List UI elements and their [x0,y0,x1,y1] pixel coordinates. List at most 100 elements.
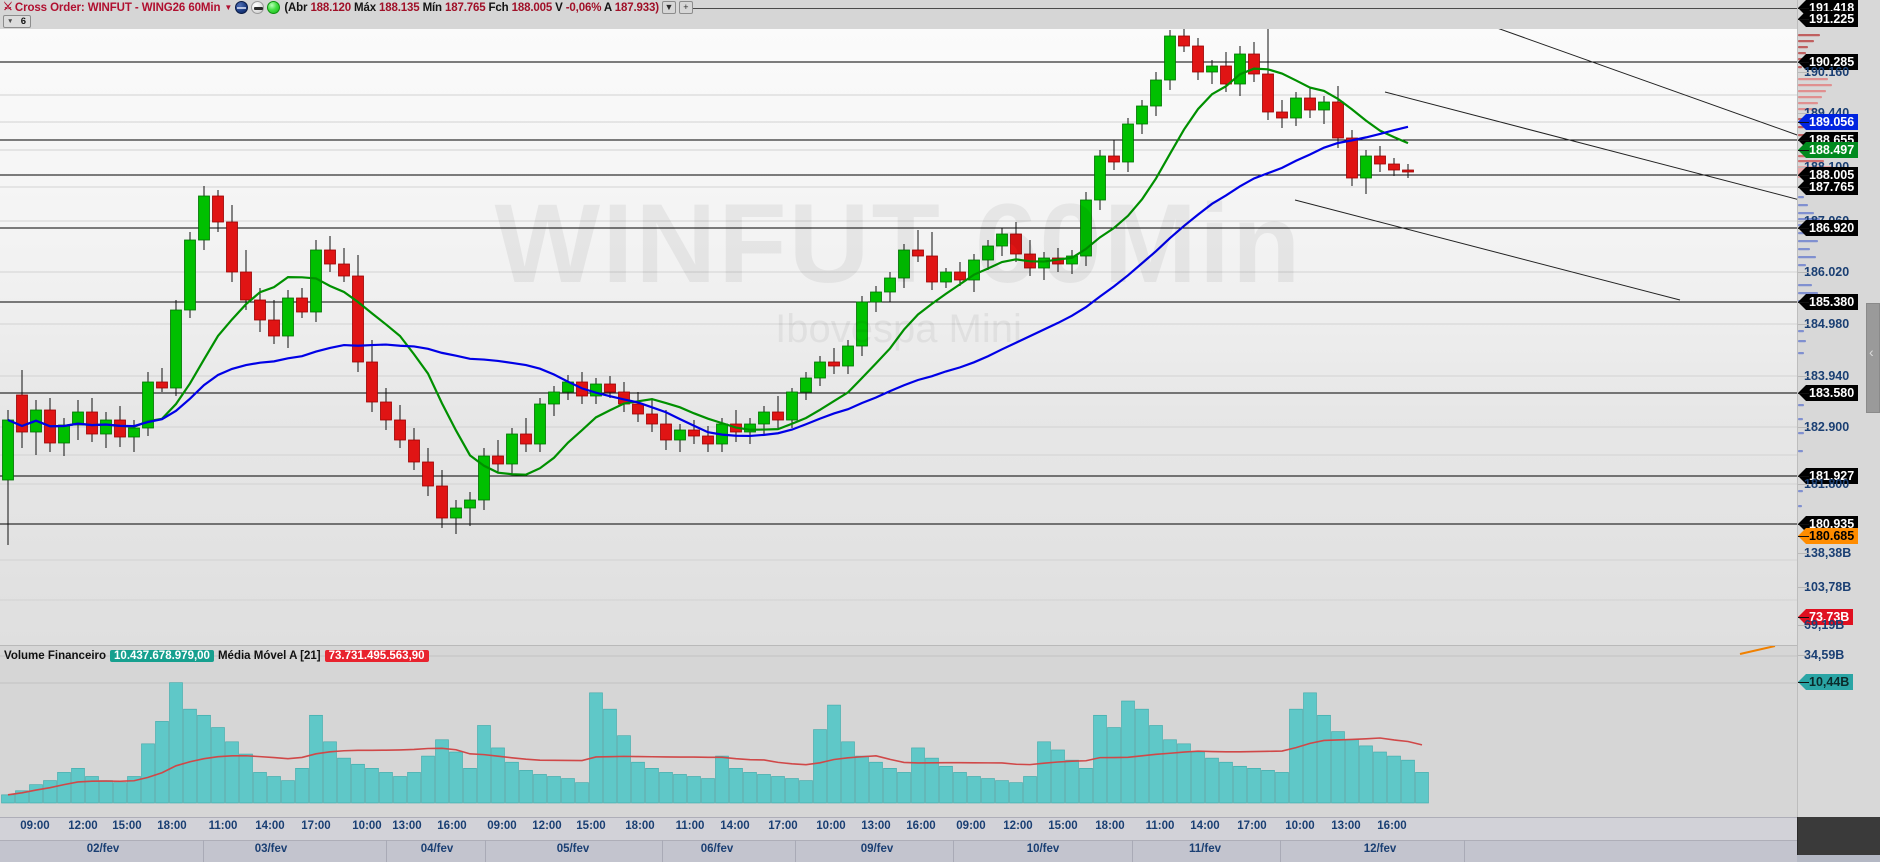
date-separator [485,840,486,862]
quote-low-label: Mín [422,1,443,14]
quote-close-label: Fch [488,1,509,14]
price-axis-label: 181.800 [1804,477,1850,491]
price-chart-plot[interactable]: WINFUT 60Min Ibovespa Mini [0,29,1797,645]
cross-order-icon: ⚔ [3,1,13,13]
date-separator [1464,840,1465,862]
price-axis-label: 103,78B [1804,580,1852,594]
axis-tick [1798,272,1809,273]
time-tick-label: 09:00 [956,820,986,832]
chart-dropdown-button[interactable]: ▼ [661,1,676,14]
date-separator [386,840,387,862]
price-axis-tag-black: 185.380 [1798,294,1859,310]
time-axis-hours [0,817,1797,840]
axis-tick [1798,625,1809,626]
time-tick-label: 17:00 [768,820,798,832]
time-tick-label: 11:00 [675,820,705,832]
time-tick-label: 16:00 [437,820,467,832]
time-tick-label: 17:00 [1237,820,1267,832]
price-axis-tag-black: 183.580 [1798,385,1859,401]
window-title: Cross Order: WINFUT - WING26 60Min [14,1,221,14]
axis-tick [1798,393,1809,394]
time-tick-label: 13:00 [861,820,891,832]
volume-chart-plot[interactable]: Volume Financeiro 10.437.678.979,00 Médi… [0,645,1797,817]
date-separator [203,840,204,862]
time-axis-dates [0,840,1797,862]
minus-circle-icon[interactable] [251,1,265,14]
quote-last-label: A [603,1,612,14]
date-tick-label: 12/fev [1363,843,1397,855]
time-tick-label: 17:00 [301,820,331,832]
axis-tick [1798,302,1809,303]
axis-tick [1798,62,1809,63]
axis-tick [1798,140,1809,141]
date-tick-label: 10/fev [1026,843,1060,855]
price-axis-label: 182.900 [1804,420,1850,434]
date-tick-label: 11/fev [1189,843,1221,855]
time-tick-label: 12:00 [532,820,562,832]
time-tick-label: 13:00 [1331,820,1361,832]
axis-tick [1798,228,1809,229]
quote-high-label: Máx [354,1,376,14]
axis-tick [1798,72,1809,73]
time-tick-label: 10:00 [1285,820,1315,832]
price-axis-tag-black: 186.920 [1798,220,1859,236]
volume-ma-value: 73.731.495.563,90 [324,649,429,662]
time-tick-label: 12:00 [68,820,98,832]
date-tick-label: 06/fev [700,843,734,855]
time-tick-label: 12:00 [1003,820,1033,832]
axis-tick [1798,8,1809,9]
status-green-icon[interactable] [267,1,281,14]
axis-tick [1798,167,1809,168]
price-axis[interactable]: 191.418 191.225 190.285 190.160 189.440 189.0… [1797,0,1880,817]
time-tick-label: 15:00 [1048,820,1078,832]
title-dropdown-caret[interactable]: ▼ [224,3,233,12]
price-axis-tag-orange: 180.685 [1798,528,1859,544]
price-axis-tag-black: 191.225 [1798,11,1859,27]
axis-tick [1798,175,1809,176]
axis-tick [1798,221,1809,222]
volume-legend: Volume Financeiro 10.437.678.979,00 Médi… [4,648,429,663]
quote-open-value: 188.120 [310,1,351,14]
axis-corner-bottom [1797,855,1880,862]
price-axis-label: 69,19B [1804,618,1845,632]
axis-tick [1798,122,1809,123]
volume-canvas [0,646,1797,804]
axis-tick [1798,553,1809,554]
quote-var-label: V [555,1,563,14]
price-axis-tag-teal: 10,44B [1798,674,1854,690]
price-axis-label: 183.940 [1804,369,1850,383]
date-separator [662,840,663,862]
volume-ma-label: Média Móvel A [21] [217,649,321,662]
price-axis-tag-green: 188.497 [1798,142,1859,158]
globe-icon[interactable] [235,1,249,14]
axis-tick [1798,324,1809,325]
time-tick-label: 11:00 [208,820,238,832]
price-axis-tag-blue: 189.056 [1798,114,1859,130]
time-tick-label: 09:00 [487,820,517,832]
time-tick-label: 14:00 [255,820,285,832]
quote-var-value: -0,06% [565,1,602,14]
axis-tick [1798,476,1809,477]
quote-last-value: 187.933) [614,1,659,14]
time-tick-label: 15:00 [112,820,142,832]
date-tick-label: 02/fev [86,843,120,855]
time-tick-label: 16:00 [906,820,936,832]
date-separator [795,840,796,862]
axis-tick [1798,524,1809,525]
quote-summary: (Abr 188.120 Máx 188.135 Mín 187.765 Fch… [284,2,659,14]
order-count-selector[interactable]: 6 [3,15,31,28]
date-tick-label: 04/fev [420,843,454,855]
price-axis-tag-red: 73,73B [1798,609,1854,625]
price-axis-tag-black: 181.927 [1798,468,1859,484]
vertical-scrollbar-thumb[interactable] [1866,303,1880,413]
axis-tick [1798,536,1809,537]
price-axis-label: 190.160 [1804,65,1850,79]
add-indicator-button[interactable]: + [678,1,693,14]
price-axis-label: 184.980 [1804,317,1850,331]
volume-indicator-value: 10.437.678.979,00 [110,649,214,662]
axis-tick [1798,484,1809,485]
time-axis[interactable]: 09:00 12:00 15:00 18:00 11:00 14:00 17:00 10:00… [0,817,1880,862]
date-separator [1132,840,1133,862]
time-tick-label: 11:00 [1145,820,1175,832]
axis-tick [1798,427,1809,428]
